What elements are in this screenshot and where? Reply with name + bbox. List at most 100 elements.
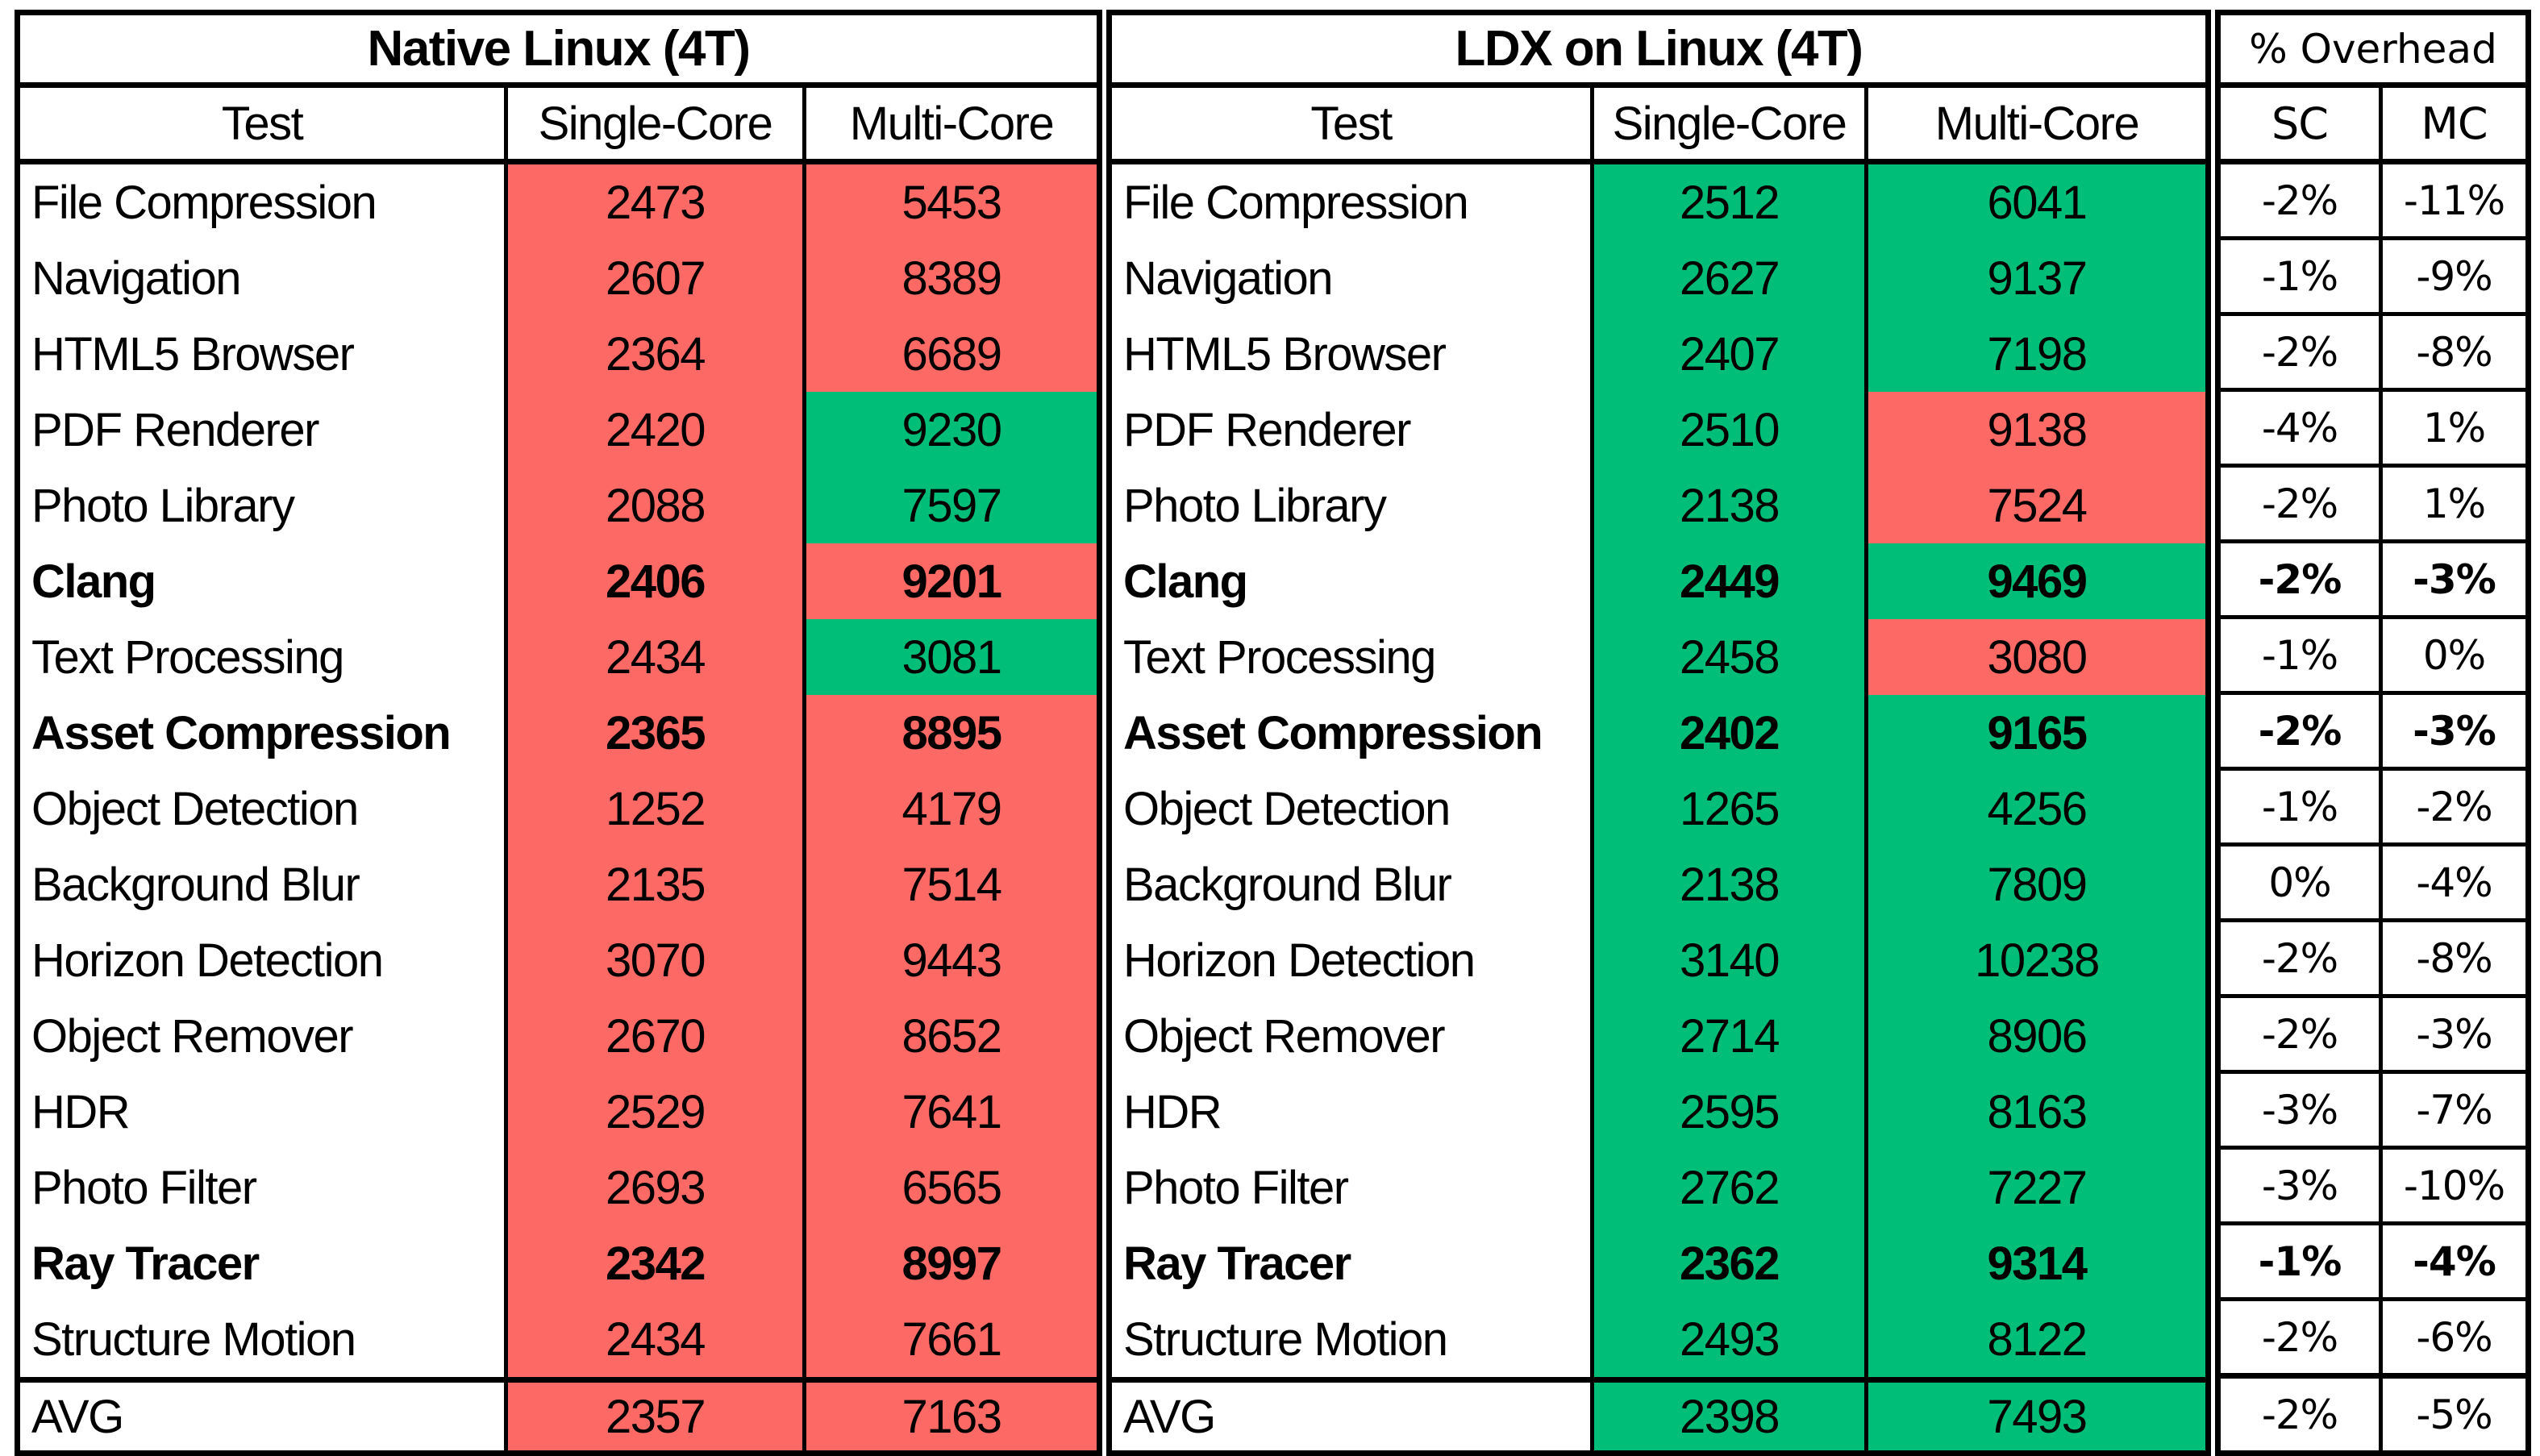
- ldx-table-title: LDX on Linux (4T): [1112, 15, 2205, 88]
- test-name-cell: File Compression: [1123, 176, 1469, 229]
- multi-core-value-cell: 9469: [1864, 543, 2205, 619]
- overhead-sc-value-cell: -4%: [2221, 392, 2379, 468]
- multi-core-value-cell: 7524: [1864, 468, 2205, 543]
- overhead-sc-value-cell: -2%: [2221, 922, 2379, 998]
- ldx-column-header-single-core: Single-Core: [1590, 88, 1864, 164]
- avg-label-cell: AVG: [1112, 1377, 1590, 1450]
- single-core-value-cell: 1265: [1590, 771, 1864, 847]
- multi-core-value-cell: 10238: [1864, 922, 2205, 998]
- overhead-sc-value-cell: -2%: [2221, 1301, 2379, 1377]
- test-name-cell: Navigation: [31, 252, 242, 305]
- test-name-cell: Object Detection: [1123, 782, 1451, 835]
- ldx-column-header-test: Test: [1112, 88, 1590, 164]
- test-name-cell: Object Remover: [1123, 1009, 1446, 1063]
- test-name-cell: HTML5 Browser: [1123, 327, 1447, 381]
- overhead-mc-value-cell: -3%: [2379, 998, 2525, 1074]
- single-core-value-cell: 2365: [504, 695, 802, 771]
- overhead-sc-value-cell: -3%: [2221, 1150, 2379, 1225]
- avg-multi-core-value-cell: 7493: [1864, 1377, 2205, 1450]
- overhead-column-header-mc: MC: [2379, 88, 2525, 164]
- test-name-cell: PDF Renderer: [31, 403, 319, 456]
- overhead-mc-value-cell: -4%: [2379, 1225, 2525, 1301]
- overhead-sc-value-cell: -2%: [2221, 316, 2379, 392]
- multi-core-value-cell: 9230: [802, 392, 1097, 468]
- single-core-value-cell: 2458: [1590, 619, 1864, 695]
- overhead-sc-value-cell: -1%: [2221, 619, 2379, 695]
- overhead-column-header-sc: SC: [2221, 88, 2379, 164]
- multi-core-value-cell: 8122: [1864, 1301, 2205, 1377]
- single-core-value-cell: 2670: [504, 998, 802, 1074]
- test-name-cell: Object Detection: [31, 782, 359, 835]
- overhead-mc-value-cell: 1%: [2379, 468, 2525, 543]
- test-name-cell: Object Remover: [31, 1009, 354, 1063]
- test-name-cell: Photo Library: [31, 479, 295, 532]
- single-core-value-cell: 2135: [504, 847, 802, 922]
- multi-core-value-cell: 4256: [1864, 771, 2205, 847]
- overhead-sc-value-cell: -1%: [2221, 240, 2379, 316]
- multi-core-value-cell: 3080: [1864, 619, 2205, 695]
- test-name-cell: File Compression: [31, 176, 377, 229]
- multi-core-value-cell: 8163: [1864, 1074, 2205, 1150]
- single-core-value-cell: 2420: [504, 392, 802, 468]
- overhead-table-title: % Overhead: [2221, 15, 2525, 88]
- single-core-value-cell: 2449: [1590, 543, 1864, 619]
- overhead-mc-value-cell: -2%: [2379, 771, 2525, 847]
- multi-core-value-cell: 9138: [1864, 392, 2205, 468]
- single-core-value-cell: 2512: [1590, 164, 1864, 240]
- single-core-value-cell: 1252: [504, 771, 802, 847]
- single-core-value-cell: 2362: [1590, 1225, 1864, 1301]
- single-core-value-cell: 2473: [504, 164, 802, 240]
- test-name-cell: Asset Compression: [31, 706, 452, 759]
- native-linux-table: Native Linux (4T) Test Single-Core Multi…: [15, 10, 1102, 1456]
- single-core-value-cell: 2402: [1590, 695, 1864, 771]
- benchmark-comparison: Native Linux (4T) Test Single-Core Multi…: [15, 10, 2531, 1456]
- native-table-title: Native Linux (4T): [20, 15, 1097, 88]
- test-name-cell: Structure Motion: [1123, 1312, 1448, 1366]
- single-core-value-cell: 2406: [504, 543, 802, 619]
- single-core-value-cell: 2407: [1590, 316, 1864, 392]
- multi-core-value-cell: 7198: [1864, 316, 2205, 392]
- single-core-value-cell: 2434: [504, 619, 802, 695]
- percent-overhead-table: % Overhead SC MC -2% -11% -1% -9% -2% -8% -4% 1…: [2215, 10, 2531, 1456]
- multi-core-value-cell: 7809: [1864, 847, 2205, 922]
- test-name-cell: Background Blur: [1123, 858, 1452, 911]
- test-name-cell: PDF Renderer: [1123, 403, 1411, 456]
- single-core-value-cell: 2510: [1590, 392, 1864, 468]
- single-core-value-cell: 3140: [1590, 922, 1864, 998]
- single-core-value-cell: 2342: [504, 1225, 802, 1301]
- overhead-sc-value-cell: -2%: [2221, 695, 2379, 771]
- overhead-avg-sc-value-cell: -2%: [2221, 1377, 2379, 1450]
- single-core-value-cell: 2762: [1590, 1150, 1864, 1225]
- overhead-mc-value-cell: -8%: [2379, 316, 2525, 392]
- multi-core-value-cell: 5453: [802, 164, 1097, 240]
- overhead-sc-value-cell: -1%: [2221, 771, 2379, 847]
- overhead-mc-value-cell: 0%: [2379, 619, 2525, 695]
- multi-core-value-cell: 9443: [802, 922, 1097, 998]
- multi-core-value-cell: 7514: [802, 847, 1097, 922]
- multi-core-value-cell: 6565: [802, 1150, 1097, 1225]
- avg-single-core-value-cell: 2398: [1590, 1377, 1864, 1450]
- test-name-cell: Ray Tracer: [1123, 1237, 1351, 1290]
- overhead-sc-value-cell: -2%: [2221, 998, 2379, 1074]
- overhead-mc-value-cell: -7%: [2379, 1074, 2525, 1150]
- test-name-cell: HDR: [1123, 1085, 1222, 1138]
- single-core-value-cell: 2138: [1590, 847, 1864, 922]
- overhead-sc-value-cell: -2%: [2221, 468, 2379, 543]
- single-core-value-cell: 2693: [504, 1150, 802, 1225]
- multi-core-value-cell: 9165: [1864, 695, 2205, 771]
- overhead-sc-value-cell: -3%: [2221, 1074, 2379, 1150]
- single-core-value-cell: 2138: [1590, 468, 1864, 543]
- multi-core-value-cell: 8997: [802, 1225, 1097, 1301]
- multi-core-value-cell: 9137: [1864, 240, 2205, 316]
- overhead-avg-mc-value-cell: -5%: [2379, 1377, 2525, 1450]
- multi-core-value-cell: 8389: [802, 240, 1097, 316]
- ldx-on-linux-table: LDX on Linux (4T) Test Single-Core Multi…: [1106, 10, 2211, 1456]
- overhead-mc-value-cell: -11%: [2379, 164, 2525, 240]
- native-column-header-multi-core: Multi-Core: [802, 88, 1097, 164]
- overhead-mc-value-cell: -4%: [2379, 847, 2525, 922]
- avg-multi-core-value-cell: 7163: [802, 1377, 1097, 1450]
- multi-core-value-cell: 9314: [1864, 1225, 2205, 1301]
- native-column-header-test: Test: [20, 88, 504, 164]
- single-core-value-cell: 2088: [504, 468, 802, 543]
- multi-core-value-cell: 8906: [1864, 998, 2205, 1074]
